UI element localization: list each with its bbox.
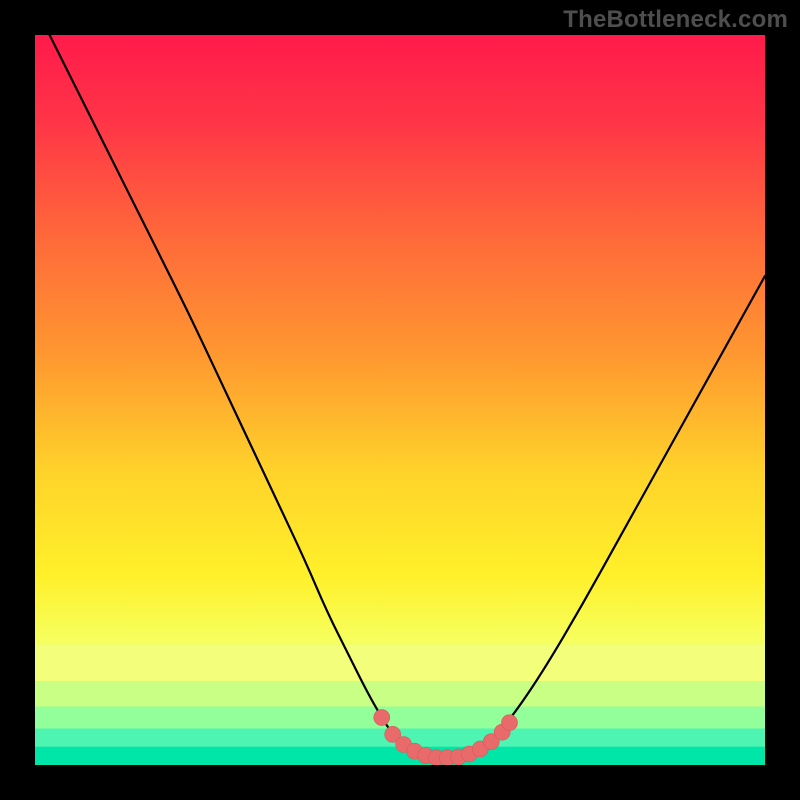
color-band xyxy=(35,707,765,729)
color-band xyxy=(35,681,765,707)
curve-marker xyxy=(374,710,390,726)
color-band xyxy=(35,645,765,682)
chart-svg xyxy=(35,35,765,765)
plot-area xyxy=(35,35,765,765)
stage: TheBottleneck.com xyxy=(0,0,800,800)
watermark-text: TheBottleneck.com xyxy=(563,6,788,34)
curve-marker xyxy=(502,715,518,731)
